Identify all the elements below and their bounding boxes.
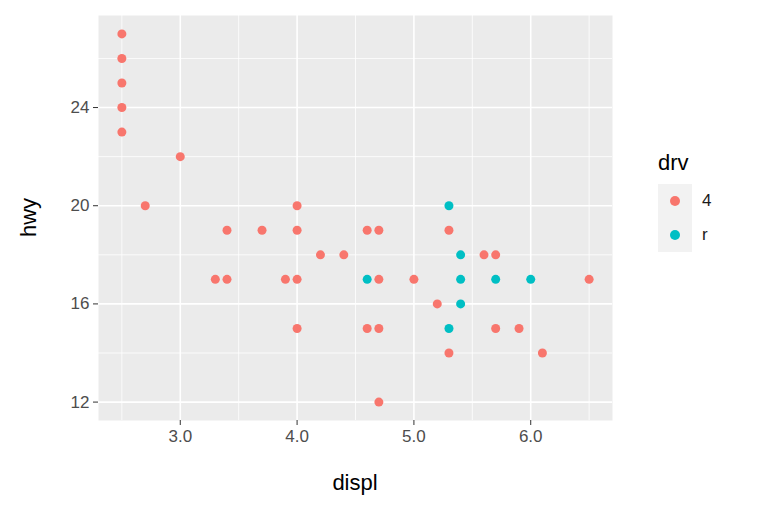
svg-text:24: 24 (71, 98, 90, 117)
svg-text:20: 20 (71, 196, 90, 215)
svg-text:5.0: 5.0 (402, 427, 426, 446)
svg-text:16: 16 (71, 294, 90, 313)
svg-text:displ: displ (332, 470, 377, 495)
svg-text:4.0: 4.0 (285, 427, 309, 446)
svg-text:hwy: hwy (16, 198, 41, 237)
svg-text:6.0: 6.0 (519, 427, 543, 446)
html-text:4: 4 (702, 191, 712, 210)
html-text:r: r (702, 225, 708, 244)
svg-text:3.0: 3.0 (168, 427, 192, 446)
html-text:drv: drv (658, 150, 689, 175)
svg-text:12: 12 (71, 393, 90, 412)
